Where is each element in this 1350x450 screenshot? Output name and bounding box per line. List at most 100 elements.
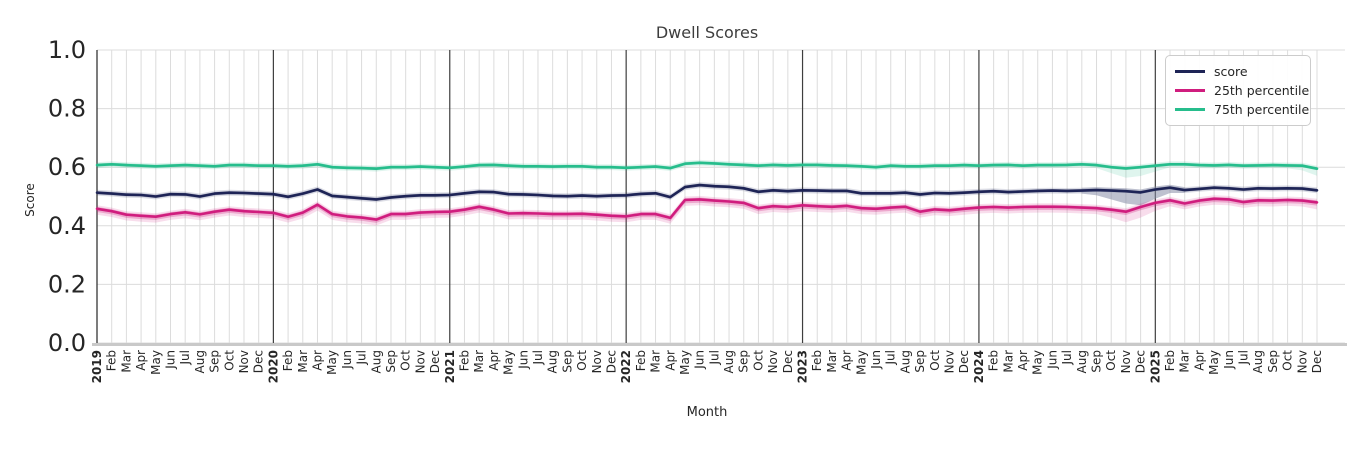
x-tick-label-month: Feb — [634, 350, 648, 371]
x-tick-label-year: 2024 — [972, 350, 986, 383]
x-tick-label-year: 2021 — [443, 350, 457, 383]
series-lines — [95, 161, 1319, 221]
x-tick-label-month: May — [1207, 350, 1221, 375]
x-tick-label-year: 2022 — [619, 350, 633, 383]
x-tick-label-month: Sep — [1266, 350, 1280, 373]
band-inner-25th-percentile — [97, 196, 1317, 223]
x-tick-label-month: Sep — [1090, 350, 1104, 373]
x-tick-label-month: Jun — [1045, 350, 1059, 370]
x-tick-label-month: Aug — [193, 350, 207, 373]
legend-label-75th-percentile: 75th percentile — [1214, 102, 1310, 117]
x-tick-label-month: Dec — [957, 350, 971, 373]
x-tick-label-month: Mar — [119, 350, 133, 373]
line-75th-percentile — [95, 161, 1319, 170]
x-tick-label-month: Aug — [369, 350, 383, 373]
x-tick-label-month: Jul — [884, 350, 898, 365]
x-tick-label-year: 2019 — [90, 350, 104, 383]
x-tick-label-month: Jun — [516, 350, 530, 370]
x-tick-label-month: Feb — [281, 350, 295, 371]
line-25th-percentile — [95, 197, 1319, 221]
x-tick-label-month: Nov — [766, 350, 780, 373]
x-tick-label-month: Dec — [252, 350, 266, 373]
x-tick-label-month: Nov — [943, 350, 957, 373]
x-tick-label-month: Aug — [546, 350, 560, 373]
y-tick-label: 0.6 — [48, 153, 86, 181]
x-tick-label-month: Sep — [737, 350, 751, 373]
x-tick-label-month: Apr — [134, 350, 148, 371]
x-tick-label-month: Aug — [722, 350, 736, 373]
x-tick-label-month: Aug — [1075, 350, 1089, 373]
x-tick-label-year: 2023 — [796, 350, 810, 383]
x-tick-labels: 2019 Feb Mar Apr May Jun Jul Aug Sep Oct Nov Dec 202… — [90, 350, 1324, 384]
x-tick-label-month: Oct — [928, 350, 942, 371]
x-tick-label-month: May — [1031, 350, 1045, 375]
y-tick-label: 0.8 — [48, 95, 86, 123]
legend-item-75th-percentile: 75th percentile — [1175, 100, 1309, 119]
legend-label-25th-percentile: 25th percentile — [1214, 83, 1310, 98]
x-tick-label-month: Sep — [913, 350, 927, 373]
band-25th-percentile — [97, 195, 1317, 226]
x-tick-label-month: May — [502, 350, 516, 375]
x-tick-label-month: Mar — [296, 350, 310, 373]
x-tick-label-month: Sep — [384, 350, 398, 373]
y-tick-label: 0.4 — [48, 212, 86, 240]
x-tick-label-year: 2025 — [1148, 350, 1162, 383]
x-tick-label-month: Oct — [575, 350, 589, 371]
x-tick-label-month: Jul — [178, 350, 192, 365]
x-tick-label-month: Sep — [560, 350, 574, 373]
x-tick-label-year: 2020 — [266, 350, 280, 383]
x-tick-label-month: Dec — [1134, 350, 1148, 373]
y-tick-labels: 0.0 0.2 0.4 0.6 0.8 1.0 — [48, 36, 86, 357]
x-tick-label-month: Feb — [1163, 350, 1177, 371]
x-tick-label-month: Jul — [1060, 350, 1074, 365]
x-tick-label-month: Mar — [1178, 350, 1192, 373]
x-tick-label-month: Jun — [340, 350, 354, 370]
x-tick-label-month: Nov — [1295, 350, 1309, 373]
x-tick-label-month: Mar — [649, 350, 663, 373]
x-tick-label-month: Nov — [413, 350, 427, 373]
x-tick-label-month: Jun — [164, 350, 178, 370]
x-tick-label-month: Apr — [840, 350, 854, 371]
x-tick-label-month: Nov — [237, 350, 251, 373]
x-tick-label-month: Oct — [222, 350, 236, 371]
x-tick-label-month: Jun — [1222, 350, 1236, 370]
x-tick-label-month: Mar — [1001, 350, 1015, 373]
legend-item-score: score — [1175, 62, 1302, 81]
x-tick-label-month: Dec — [605, 350, 619, 373]
x-tick-label-month: Oct — [1104, 350, 1118, 371]
x-tick-label-month: Feb — [810, 350, 824, 371]
x-tick-label-month: Nov — [590, 350, 604, 373]
x-tick-label-month: Aug — [898, 350, 912, 373]
x-tick-label-month: Feb — [105, 350, 119, 371]
x-tick-label-month: May — [854, 350, 868, 375]
x-tick-label-month: Jun — [869, 350, 883, 370]
x-tick-label-month: Oct — [399, 350, 413, 371]
legend-item-25th-percentile: 25th percentile — [1175, 81, 1309, 100]
x-tick-label-month: May — [678, 350, 692, 375]
x-tick-label-month: Feb — [458, 350, 472, 371]
x-tick-label-month: Aug — [1251, 350, 1265, 373]
x-tick-label-month: Dec — [428, 350, 442, 373]
legend-label-score: score — [1214, 64, 1248, 79]
x-tick-label-month: Nov — [1119, 350, 1133, 373]
x-tick-label-month: Jul — [707, 350, 721, 365]
x-tick-label-month: Jul — [1237, 350, 1251, 365]
x-tick-label-month: Apr — [1016, 350, 1030, 371]
chart-title: Dwell Scores — [655, 23, 759, 42]
y-axis-label: Score — [23, 183, 37, 217]
y-tick-label: 0.0 — [48, 329, 86, 357]
x-tick-label-month: Apr — [311, 350, 325, 371]
x-tick-label-month: Mar — [472, 350, 486, 373]
x-tick-label-month: Dec — [1310, 350, 1324, 373]
legend-swatch-25th-percentile — [1175, 89, 1205, 92]
x-tick-label-month: Mar — [825, 350, 839, 373]
x-tick-label-month: May — [325, 350, 339, 375]
x-tick-label-month: May — [149, 350, 163, 375]
line-score — [95, 183, 1319, 201]
x-tick-label-month: Dec — [781, 350, 795, 373]
x-tick-label-month: Jul — [355, 350, 369, 365]
x-tick-label-month: Oct — [751, 350, 765, 371]
x-tick-label-month: Apr — [1192, 350, 1206, 371]
